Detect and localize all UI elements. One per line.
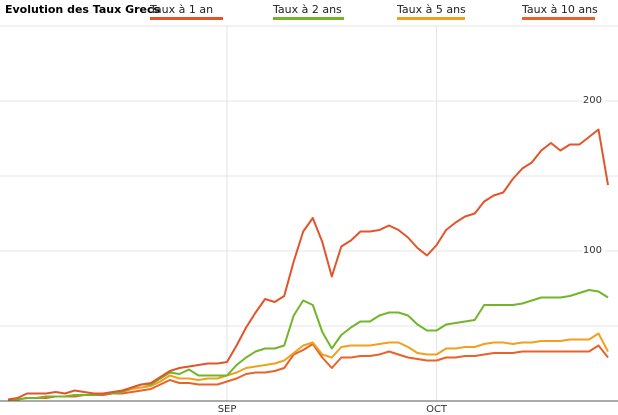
- legend-label: Taux à 1 an: [149, 3, 213, 16]
- y-tick-label: 100: [583, 245, 602, 256]
- legend-swatch: [522, 17, 595, 20]
- legend-label: Taux à 2 ans: [272, 3, 342, 16]
- legend-label: Taux à 10 ans: [521, 3, 598, 16]
- legend-label: Taux à 5 ans: [396, 3, 466, 16]
- legend-swatch: [150, 17, 223, 20]
- x-tick-label: OCT: [426, 404, 448, 415]
- y-tick-label: 200: [583, 95, 602, 106]
- series-line: [7, 128, 609, 401]
- tick-label-bg: [583, 94, 605, 106]
- legend-swatch: [273, 17, 344, 20]
- legend-swatch: [397, 17, 465, 20]
- x-tick-label: SEP: [218, 404, 237, 415]
- chart-title: Evolution des Taux Grecs: [5, 3, 161, 16]
- tick-label-bg: [583, 244, 605, 256]
